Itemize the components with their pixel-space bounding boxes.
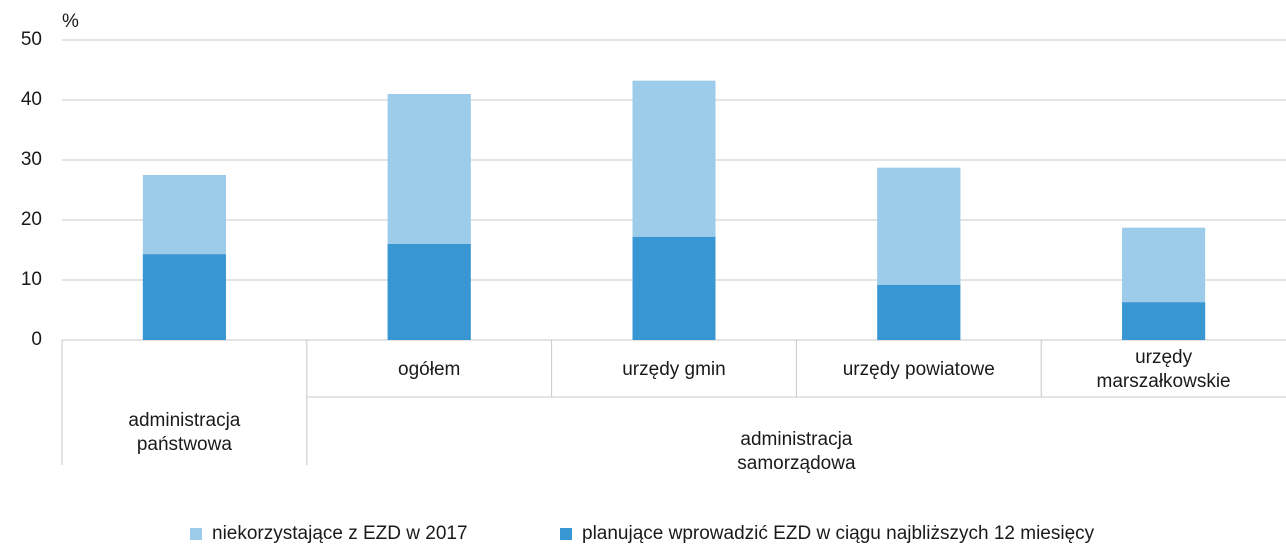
y-tick-label: 20 [21,209,42,230]
legend-label: planujące wprowadzić EZD w ciągu najbliż… [582,523,1095,544]
y-tick-label: 30 [21,149,42,170]
y-tick-label: 40 [21,89,42,110]
legend-label: niekorzystające z EZD w 2017 [212,523,468,544]
x-tick-label-text: ogółem [398,359,461,380]
x-tick-label: urzędy marszałkowskie [1041,342,1286,398]
x-tick-label-text: urzędy gmin [622,359,726,380]
x-tick-label-text: urzędy marszałkowskie [1096,347,1231,392]
y-tick-label: 0 [31,329,42,350]
x-tick-label: urzędy gmin [552,342,797,398]
x-tick-label: administracja państwowa [62,400,307,466]
legend-swatch [560,528,572,540]
bar-segment [1122,227,1206,303]
bar-segment [387,244,471,340]
y-tick-label: 50 [21,29,42,50]
bar-segment [877,284,961,340]
bar-segment [1122,302,1206,340]
y-axis-label: % [62,11,79,32]
bar-segment [142,254,226,340]
bar-segment [387,94,471,244]
group-label-text: administracja samorządowa [737,429,856,474]
group-label: administracja samorządowa [307,397,1286,507]
bar-segment [877,167,961,285]
x-tick-label: urzędy powiatowe [796,342,1041,398]
legend-swatch [190,528,202,540]
x-tick-label-text: urzędy powiatowe [842,359,995,380]
x-tick-label-text: administracja państwowa [128,410,241,455]
x-tick-label: ogółem [307,342,552,398]
bar-segment [632,80,716,237]
y-tick-label: 10 [21,269,42,290]
bar-segment [142,175,226,255]
bar-segment [632,236,716,340]
